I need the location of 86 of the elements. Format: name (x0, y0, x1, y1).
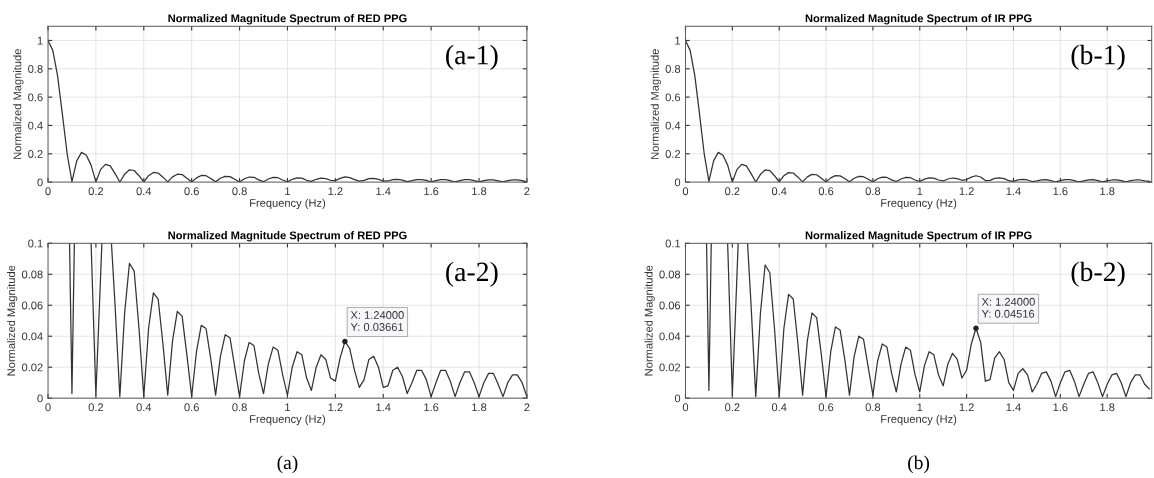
x-tick-label: 1.6 (1053, 403, 1068, 412)
x-axis-title: Frequency (Hz) (250, 198, 326, 210)
annotation: X: 1.24000 Y: 0.03661 (350, 311, 404, 331)
y-tick-label: 0 (37, 178, 43, 187)
x-tick-label: 1.8 (472, 187, 487, 196)
x-tick-label: 0.2 (88, 187, 104, 196)
x-axis-title: Frequency (Hz) (250, 414, 326, 426)
x-tick-label: 0.2 (725, 403, 740, 412)
y-axis-title: Normalized Magnitude (650, 49, 661, 159)
chart-title: Normalized Magnitude Spectrum of RED PPG (168, 14, 407, 25)
y-tick-label: 1 (675, 36, 681, 45)
y-tick-label: 0.8 (28, 65, 43, 73)
y-tick-label: 0.08 (21, 270, 43, 279)
x-tick-label: 2 (524, 187, 530, 196)
y-tick-label: 0.06 (659, 301, 681, 310)
x-axis-title: Frequency (Hz) (881, 198, 957, 210)
y-tick-label: 0.02 (21, 363, 43, 372)
x-tick-label: 0.8 (865, 403, 881, 412)
x-tick-label: 1.4 (376, 187, 391, 196)
annotation: X: 1.24000 Y: 0.04516 (981, 297, 1035, 318)
annotation: (b-2) (1071, 261, 1125, 287)
x-tick-label: 0.6 (818, 403, 834, 412)
y-tick-label: 0.4 (28, 121, 43, 130)
text: (a) (277, 455, 298, 474)
x-tick-label: 0.8 (865, 187, 881, 196)
chart-title: Normalized Magnitude Spectrum of RED PPG (168, 231, 407, 242)
y-axis-title: Normalized Magnitude (7, 265, 18, 376)
x-tick-label: 1.8 (1100, 187, 1115, 196)
x-tick-label: 0.4 (771, 403, 787, 412)
x-tick-label: 2 (524, 403, 530, 412)
y-axis-title: Normalized Magnitude (644, 265, 655, 376)
y-tick-label: 0.2 (28, 150, 43, 158)
y-tick-label: 1 (37, 36, 43, 45)
x-tick-label: 1.6 (424, 187, 439, 196)
x-tick-label: 1.4 (1006, 403, 1021, 412)
y-tick-label: 0.06 (21, 301, 43, 310)
x-tick-label: 1.4 (376, 403, 391, 412)
x-tick-label: 0.4 (136, 403, 152, 412)
y-tick-label: 0 (674, 394, 681, 403)
x-axis-title: Frequency (Hz) (881, 414, 957, 426)
x-tick-label: 0 (682, 187, 689, 196)
x-tick-label: 0.6 (184, 187, 199, 196)
x-tick-label: 1.2 (959, 187, 974, 196)
x-tick-label: 0.2 (88, 403, 104, 412)
x-tick-label: 0 (45, 187, 51, 196)
text: (b) (908, 455, 930, 474)
x-tick-label: 1 (917, 187, 923, 196)
y-tick-label: 0.2 (665, 150, 681, 158)
y-tick-label: 0.04 (21, 332, 43, 341)
y-tick-label: 0.04 (659, 332, 681, 341)
x-tick-label: 0.6 (818, 187, 834, 196)
x-tick-label: 0.4 (136, 187, 152, 196)
x-tick-label: 1.2 (328, 403, 343, 412)
y-tick-label: 0 (674, 178, 681, 187)
x-tick-label: 0.8 (232, 187, 247, 196)
x-tick-label: 1.6 (424, 403, 439, 412)
x-tick-label: 0.8 (232, 403, 247, 412)
y-tick-label: 0.6 (28, 93, 43, 102)
annotation: (a-1) (446, 44, 498, 71)
y-tick-label: 0.08 (659, 270, 681, 279)
y-axis-title: Normalized Magnitude (13, 49, 24, 159)
y-tick-label: 0.1 (665, 239, 681, 248)
x-tick-label: 1.4 (1006, 187, 1021, 196)
x-tick-label: 1.2 (328, 187, 343, 196)
chart-title: Normalized Magnitude Spectrum of IR PPG (805, 231, 1032, 242)
annotation: (a-2) (446, 261, 498, 287)
y-tick-label: 0.02 (659, 363, 681, 372)
x-tick-label: 1.8 (1100, 403, 1115, 412)
chart-title: Normalized Magnitude Spectrum of IR PPG (805, 14, 1032, 25)
x-tick-label: 1 (285, 403, 291, 412)
y-tick-label: 0 (37, 394, 43, 403)
x-tick-label: 0.6 (184, 403, 199, 412)
x-tick-label: 0.2 (725, 187, 740, 196)
y-tick-label: 0.1 (28, 239, 43, 248)
x-tick-label: 0 (682, 403, 689, 412)
annotation: (b-1) (1071, 44, 1125, 71)
x-tick-label: 1.2 (959, 403, 974, 412)
x-tick-label: 1 (285, 187, 291, 196)
x-tick-label: 1 (917, 403, 923, 412)
x-tick-label: 1.8 (472, 403, 487, 412)
x-tick-label: 0.4 (771, 187, 787, 196)
y-tick-label: 0.6 (665, 93, 681, 102)
y-tick-label: 0.4 (665, 121, 681, 130)
y-tick-label: 0.8 (665, 65, 681, 73)
x-tick-label: 0 (45, 403, 51, 412)
x-tick-label: 1.6 (1053, 187, 1068, 196)
